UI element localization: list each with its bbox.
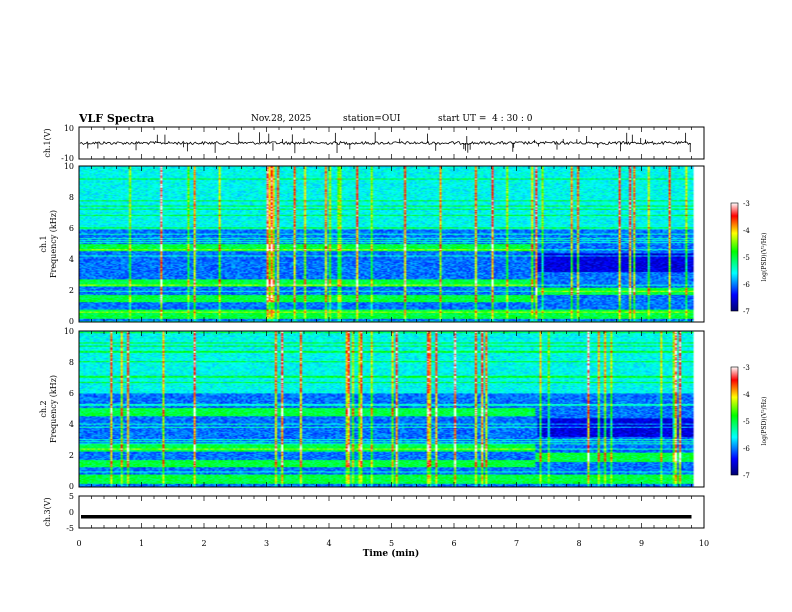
x-axis-tick-labels: 0 1 2 3 4 5 6 7 8 9 10 (76, 539, 709, 548)
x-axis-label: Time (min) (363, 548, 420, 559)
ylabel-line: ch.1 (39, 235, 48, 252)
ch1-ytick-0: 0 (69, 317, 74, 326)
x-tick-label: 1 (139, 539, 144, 548)
ch1-ytick-top: 10 (64, 124, 74, 133)
ch1-colorbar: -3 -4 -5 -6 -7 log(PSD)(V²/Hz) (730, 200, 768, 316)
station-label: station=OUI (343, 114, 401, 124)
ch1-ytick-2: 2 (69, 286, 74, 295)
ch1-ytick-6: 6 (69, 224, 74, 233)
ch2-cbar-tick-m7: -7 (743, 472, 750, 480)
ch2-cbar-label: log(PSD)(V²/Hz) (761, 397, 768, 446)
ch2-colorbar: -3 -4 -5 -6 -7 log(PSD)(V²/Hz) (730, 364, 768, 480)
ch2-cbar-tick-m4: -4 (743, 391, 750, 399)
ch1-waveform-panel: 10 -10 ch.1(V) (43, 124, 705, 163)
ch1-ytick-bottom: -10 (61, 154, 74, 163)
ch1-cbar-label: log(PSD)(V²/Hz) (761, 233, 768, 282)
ylabel-line: ch.2 (39, 400, 48, 417)
ch1-cbar-tick-m7: -7 (743, 308, 750, 316)
ch1-waveform-ylabel: ch.1(V) (43, 128, 52, 157)
ch2-spectrum-panel: 0 2 4 6 8 10 ch.2Frequency (kHz) (39, 327, 705, 491)
ch1-frequency-ylabel: ch.1Frequency (kHz) (39, 210, 58, 278)
x-tick-label: 3 (264, 539, 269, 548)
ch1-spikes (87, 132, 691, 154)
x-tick-label: 4 (326, 539, 331, 548)
start-ut-label: start UT = 4 : 30 : 0 (438, 114, 533, 124)
x-axis-ticks (78, 127, 705, 528)
x-tick-label: 10 (699, 539, 709, 548)
date-label: Nov.28, 2025 (251, 114, 312, 124)
ch2-spectrogram-image (79, 331, 704, 487)
ch3-waveform-panel: 5 0 -5 ch.3(V) (43, 492, 705, 533)
x-tick-label: 2 (201, 539, 206, 548)
ch2-cbar-tick-m3: -3 (743, 364, 750, 372)
ch2-cbar-tick-m6: -6 (743, 445, 750, 453)
ch3-waveform-ylabel: ch.3(V) (43, 497, 52, 526)
ch2-ytick-8: 8 (69, 358, 74, 367)
ch1-waveform-trace (79, 140, 692, 146)
x-tick-label: 5 (389, 539, 394, 548)
ch1-ytick-10: 10 (64, 162, 74, 171)
x-tick-label: 9 (639, 539, 644, 548)
ch3-ytick-bottom: -5 (66, 524, 74, 533)
ch2-frequency-ylabel: ch.2Frequency (kHz) (39, 375, 58, 443)
ylabel-line: Frequency (kHz) (49, 210, 58, 278)
ch1-cbar-tick-m6: -6 (743, 281, 750, 289)
ch2-cbar-tick-m5: -5 (743, 418, 750, 426)
ch1-spectrogram-image (79, 166, 704, 322)
ch1-cbar-tick-m5: -5 (743, 254, 750, 262)
ch1-spectrum-panel: 0 2 4 6 8 10 ch.1Frequency (kHz) (39, 162, 705, 326)
ch3-ytick-top: 5 (69, 492, 74, 501)
ch2-ytick-0: 0 (69, 482, 74, 491)
x-tick-label: 6 (451, 539, 456, 548)
x-tick-label: 0 (76, 539, 81, 548)
ch2-ytick-6: 6 (69, 389, 74, 398)
chart-title: VLF Spectra (79, 112, 155, 125)
ch2-ytick-10: 10 (64, 327, 74, 336)
ylabel-line: Frequency (kHz) (49, 375, 58, 443)
ch2-ytick-4: 4 (69, 420, 74, 429)
ch2-ytick-2: 2 (69, 451, 74, 460)
ch1-ytick-4: 4 (69, 255, 74, 264)
ch1-ytick-8: 8 (69, 193, 74, 202)
ch1-cbar-tick-m3: -3 (743, 200, 750, 208)
x-tick-label: 8 (576, 539, 581, 548)
ch1-cbar-tick-m4: -4 (743, 227, 750, 235)
ch3-ytick-mid: 0 (69, 508, 74, 517)
x-tick-label: 7 (514, 539, 519, 548)
